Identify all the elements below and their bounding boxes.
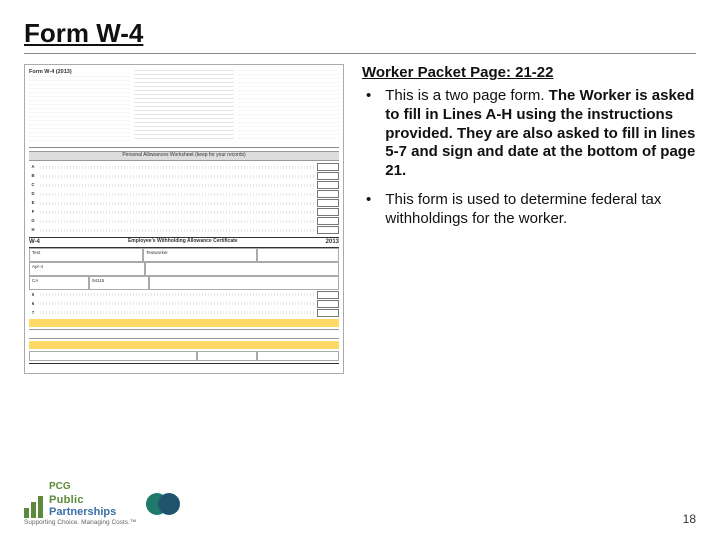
notes-item: • This is a two page form. The Worker is… — [366, 87, 696, 181]
worksheet-row: F — [29, 208, 339, 216]
pcg-abbrev: PCG — [49, 481, 116, 492]
cert-left: W-4 — [29, 239, 40, 246]
form-top-heading: Form W-4 (2013) — [29, 69, 130, 75]
bullet-icon: • — [366, 87, 371, 181]
highlight-bar-1 — [29, 319, 339, 327]
slide-footer: PCG Public Partnerships Supporting Choic… — [24, 481, 696, 526]
worksheet-row: B — [29, 172, 339, 180]
worksheet-bar: Personal Allowances Worksheet (keep for … — [29, 151, 339, 161]
slide-root: Form W-4 Form W-4 (2013) — [0, 0, 720, 540]
field-zip: 94115 — [89, 276, 149, 290]
form-footer-rule — [29, 363, 339, 369]
cert-row-2: Apr-4 — [29, 262, 339, 276]
content-row: Form W-4 (2013) — [24, 64, 696, 374]
partnerships-circles-icon — [146, 490, 180, 518]
form-top-col-3 — [238, 69, 339, 144]
notes-column: Worker Packet Page: 21-22 • This is a tw… — [362, 64, 696, 374]
field-ssn-box — [257, 248, 339, 262]
cert-right: 2013 — [326, 239, 339, 246]
worksheet-row: H — [29, 226, 339, 234]
slide-title: Form W-4 — [24, 18, 696, 54]
notes-text-2: This form is used to determine federal t… — [385, 191, 696, 229]
certificate-header: W-4 Employee's Withholding Allowance Cer… — [29, 237, 339, 248]
notes-heading: Worker Packet Page: 21-22 — [362, 64, 696, 81]
employer-row — [29, 351, 339, 361]
worksheet-row: D — [29, 190, 339, 198]
form-top-col-1: Form W-4 (2013) — [29, 69, 130, 144]
notes-list: • This is a two page form. The Worker is… — [362, 87, 696, 228]
form-w4-thumbnail: Form W-4 (2013) — [24, 64, 344, 374]
field-last-name: Testworker — [143, 248, 257, 262]
footer-logos: PCG Public Partnerships Supporting Choic… — [24, 481, 180, 526]
worksheet-rows: ABCDEFGH — [29, 163, 339, 234]
pcg-tagline: Supporting Choice. Managing Costs.™ — [24, 519, 136, 526]
cert-row-3: CA 94115 — [29, 276, 339, 290]
cert-row-1: Test Testworker — [29, 248, 339, 262]
field-date: Apr-4 — [29, 262, 145, 276]
cert-center: Employee's Withholding Allowance Certifi… — [128, 239, 238, 246]
field-state: CA — [29, 276, 89, 290]
cert-lines-5-7: 5 6 7 — [29, 291, 339, 317]
worksheet-row: G — [29, 217, 339, 225]
pcg-logo: PCG Public Partnerships Supporting Choic… — [24, 481, 136, 526]
form-top-col-2 — [134, 69, 235, 144]
page-number: 18 — [683, 512, 696, 526]
pcg-word-1: Public — [49, 494, 84, 506]
notes-item: • This form is used to determine federal… — [366, 191, 696, 229]
worksheet-row: A — [29, 163, 339, 171]
field-blank — [149, 276, 339, 290]
notes-text-1: This is a two page form. The Worker is a… — [385, 87, 696, 181]
field-first-name: Test — [29, 248, 143, 262]
pcg-word-2: Partnerships — [49, 506, 116, 518]
field-status — [145, 262, 339, 276]
bullet-icon: • — [366, 191, 371, 229]
worksheet-row: C — [29, 181, 339, 189]
form-top-columns: Form W-4 (2013) — [29, 69, 339, 148]
pcg-bars-icon — [24, 496, 43, 518]
worksheet-row: E — [29, 199, 339, 207]
signature-area — [29, 329, 339, 339]
highlight-bar-2 — [29, 341, 339, 349]
